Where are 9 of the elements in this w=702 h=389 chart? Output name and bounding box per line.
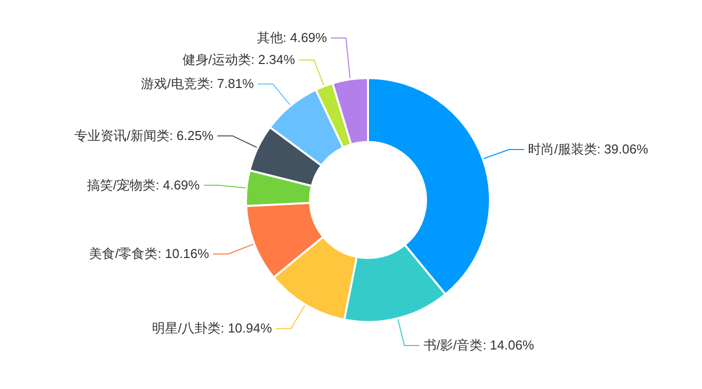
slice-label: 游戏/电竞类: 7.81% <box>141 76 254 92</box>
slice-label: 书/影/音类: 14.06% <box>423 337 534 352</box>
slice-label: 健身/运动类: 2.34% <box>182 52 296 68</box>
slice-label: 搞笑/宠物类: 4.69% <box>87 177 200 192</box>
slice-label: 时尚/服装类: 39.06% <box>528 141 649 156</box>
slice-label: 其他: 4.69% <box>256 30 328 46</box>
slice-label: 美食/零食类: 10.16% <box>89 246 210 261</box>
slice-label: 明星/八卦类: 10.94% <box>152 320 272 336</box>
slice-label: 专业资讯/新闻类: 6.25% <box>74 128 214 143</box>
